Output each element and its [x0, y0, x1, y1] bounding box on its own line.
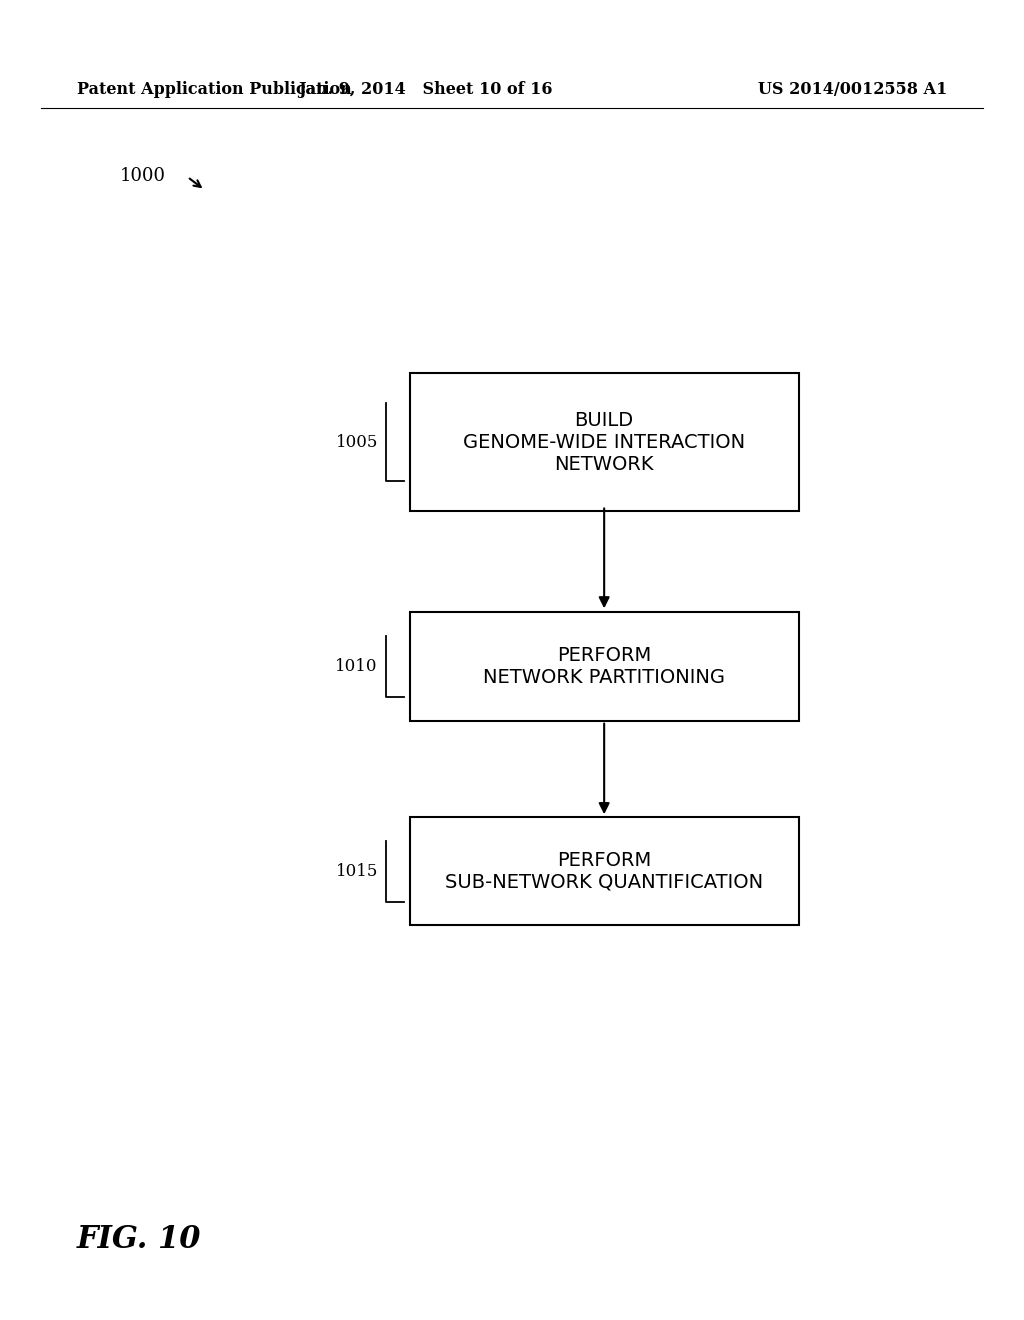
Text: 1000: 1000: [120, 166, 166, 185]
Text: BUILD
GENOME-WIDE INTERACTION
NETWORK: BUILD GENOME-WIDE INTERACTION NETWORK: [463, 411, 745, 474]
Text: Jan. 9, 2014   Sheet 10 of 16: Jan. 9, 2014 Sheet 10 of 16: [298, 82, 552, 98]
Text: US 2014/0012558 A1: US 2014/0012558 A1: [758, 82, 947, 98]
Text: FIG. 10: FIG. 10: [77, 1224, 202, 1255]
Bar: [410, 372, 799, 511]
Text: PERFORM
SUB-NETWORK QUANTIFICATION: PERFORM SUB-NETWORK QUANTIFICATION: [445, 850, 763, 892]
Text: 1005: 1005: [336, 434, 378, 450]
Text: 1010: 1010: [335, 659, 378, 675]
Text: 1015: 1015: [336, 863, 378, 879]
Text: Patent Application Publication: Patent Application Publication: [77, 82, 351, 98]
Text: PERFORM
NETWORK PARTITIONING: PERFORM NETWORK PARTITIONING: [483, 645, 725, 688]
Bar: [410, 817, 799, 925]
Bar: [410, 612, 799, 721]
